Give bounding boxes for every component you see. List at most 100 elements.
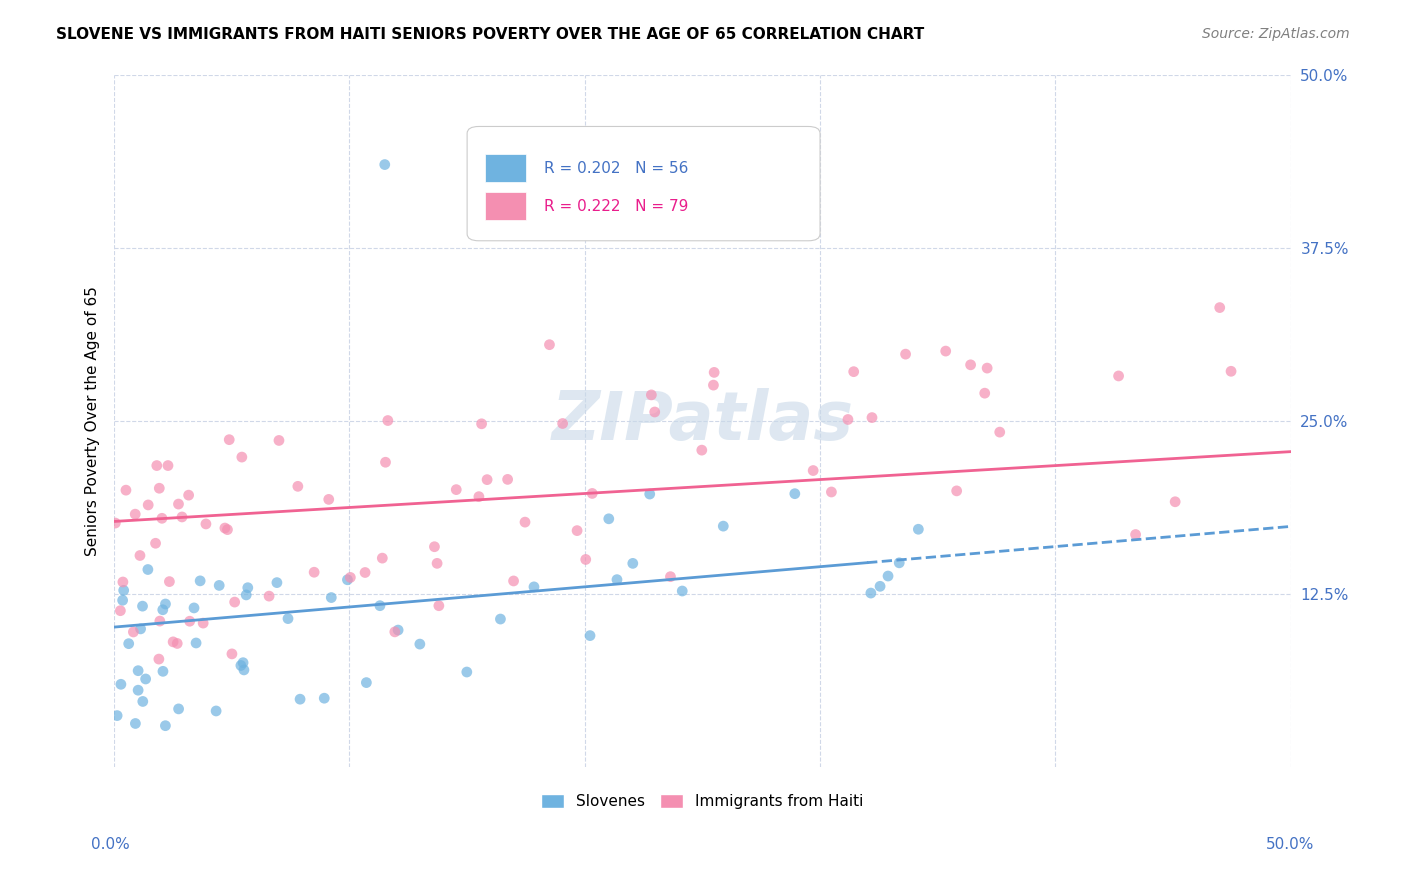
Slovenes bbox=[579, 629, 602, 643]
Immigrants from Haiti bbox=[1209, 301, 1232, 315]
Immigrants from Haiti bbox=[551, 417, 574, 431]
Slovenes bbox=[907, 522, 929, 536]
Immigrants from Haiti bbox=[193, 616, 215, 631]
Immigrants from Haiti bbox=[339, 570, 361, 584]
Y-axis label: Seniors Poverty Over the Age of 65: Seniors Poverty Over the Age of 65 bbox=[86, 286, 100, 556]
Slovenes bbox=[638, 487, 661, 501]
Slovenes bbox=[314, 691, 336, 706]
Slovenes bbox=[711, 519, 734, 533]
Slovenes bbox=[671, 584, 693, 599]
Text: 50.0%: 50.0% bbox=[1267, 837, 1315, 852]
Immigrants from Haiti bbox=[257, 589, 280, 603]
Immigrants from Haiti bbox=[221, 647, 243, 661]
Slovenes bbox=[368, 599, 391, 613]
Slovenes bbox=[456, 665, 478, 679]
Immigrants from Haiti bbox=[179, 614, 201, 628]
Immigrants from Haiti bbox=[170, 510, 193, 524]
Slovenes bbox=[232, 663, 254, 677]
Immigrants from Haiti bbox=[217, 523, 239, 537]
Slovenes bbox=[152, 603, 174, 617]
FancyBboxPatch shape bbox=[467, 127, 820, 241]
Immigrants from Haiti bbox=[860, 410, 883, 425]
Slovenes bbox=[621, 557, 644, 571]
Immigrants from Haiti bbox=[659, 569, 682, 583]
Slovenes bbox=[236, 581, 259, 595]
Slovenes bbox=[783, 486, 806, 500]
Immigrants from Haiti bbox=[371, 551, 394, 566]
Slovenes bbox=[112, 583, 135, 598]
Slovenes bbox=[152, 665, 174, 679]
Immigrants from Haiti bbox=[231, 450, 253, 464]
Immigrants from Haiti bbox=[148, 652, 170, 666]
Immigrants from Haiti bbox=[973, 386, 995, 401]
Slovenes bbox=[374, 158, 396, 172]
Text: Source: ZipAtlas.com: Source: ZipAtlas.com bbox=[1202, 27, 1350, 41]
Immigrants from Haiti bbox=[136, 498, 159, 512]
Immigrants from Haiti bbox=[581, 486, 603, 500]
Immigrants from Haiti bbox=[640, 388, 662, 402]
Immigrants from Haiti bbox=[150, 511, 173, 525]
Immigrants from Haiti bbox=[129, 549, 152, 563]
Slovenes bbox=[183, 601, 205, 615]
Immigrants from Haiti bbox=[111, 574, 134, 589]
Immigrants from Haiti bbox=[935, 344, 957, 359]
Slovenes bbox=[110, 677, 132, 691]
Slovenes bbox=[105, 708, 128, 723]
Immigrants from Haiti bbox=[354, 566, 377, 580]
Immigrants from Haiti bbox=[644, 405, 666, 419]
Slovenes bbox=[321, 591, 343, 605]
Immigrants from Haiti bbox=[318, 492, 340, 507]
Immigrants from Haiti bbox=[124, 507, 146, 521]
Immigrants from Haiti bbox=[475, 473, 498, 487]
Immigrants from Haiti bbox=[224, 595, 246, 609]
Immigrants from Haiti bbox=[575, 552, 598, 566]
Slovenes bbox=[235, 588, 257, 602]
Slovenes bbox=[409, 637, 432, 651]
Immigrants from Haiti bbox=[104, 516, 127, 530]
Immigrants from Haiti bbox=[837, 412, 859, 426]
Immigrants from Haiti bbox=[801, 464, 824, 478]
Slovenes bbox=[155, 719, 177, 733]
Immigrants from Haiti bbox=[145, 536, 167, 550]
Slovenes bbox=[356, 675, 378, 690]
Immigrants from Haiti bbox=[988, 425, 1011, 439]
Slovenes bbox=[232, 656, 254, 670]
Text: 0.0%: 0.0% bbox=[91, 837, 131, 852]
Slovenes bbox=[266, 575, 288, 590]
Immigrants from Haiti bbox=[820, 485, 842, 500]
Slovenes bbox=[859, 586, 882, 600]
Immigrants from Haiti bbox=[267, 434, 290, 448]
Slovenes bbox=[489, 612, 512, 626]
Text: R = 0.222   N = 79: R = 0.222 N = 79 bbox=[544, 199, 688, 214]
Immigrants from Haiti bbox=[384, 624, 406, 639]
Immigrants from Haiti bbox=[426, 557, 449, 571]
Bar bbox=[485, 193, 526, 220]
Immigrants from Haiti bbox=[110, 604, 132, 618]
Slovenes bbox=[127, 683, 149, 698]
Immigrants from Haiti bbox=[702, 378, 724, 392]
Immigrants from Haiti bbox=[690, 443, 713, 458]
Immigrants from Haiti bbox=[218, 433, 240, 447]
Immigrants from Haiti bbox=[157, 574, 180, 589]
Immigrants from Haiti bbox=[1220, 364, 1243, 378]
Immigrants from Haiti bbox=[374, 455, 396, 469]
Immigrants from Haiti bbox=[959, 358, 981, 372]
Slovenes bbox=[124, 716, 146, 731]
Immigrants from Haiti bbox=[446, 483, 468, 497]
Slovenes bbox=[208, 578, 231, 592]
Immigrants from Haiti bbox=[287, 479, 309, 493]
Slovenes bbox=[132, 694, 155, 708]
Slovenes bbox=[205, 704, 228, 718]
Slovenes bbox=[127, 664, 149, 678]
Immigrants from Haiti bbox=[471, 417, 494, 431]
Immigrants from Haiti bbox=[945, 483, 967, 498]
Immigrants from Haiti bbox=[302, 566, 325, 580]
Slovenes bbox=[387, 623, 409, 637]
Slovenes bbox=[523, 580, 546, 594]
Immigrants from Haiti bbox=[166, 636, 188, 650]
Immigrants from Haiti bbox=[427, 599, 450, 613]
Immigrants from Haiti bbox=[377, 413, 399, 427]
Immigrants from Haiti bbox=[149, 614, 172, 628]
Immigrants from Haiti bbox=[496, 472, 519, 486]
Immigrants from Haiti bbox=[167, 497, 190, 511]
